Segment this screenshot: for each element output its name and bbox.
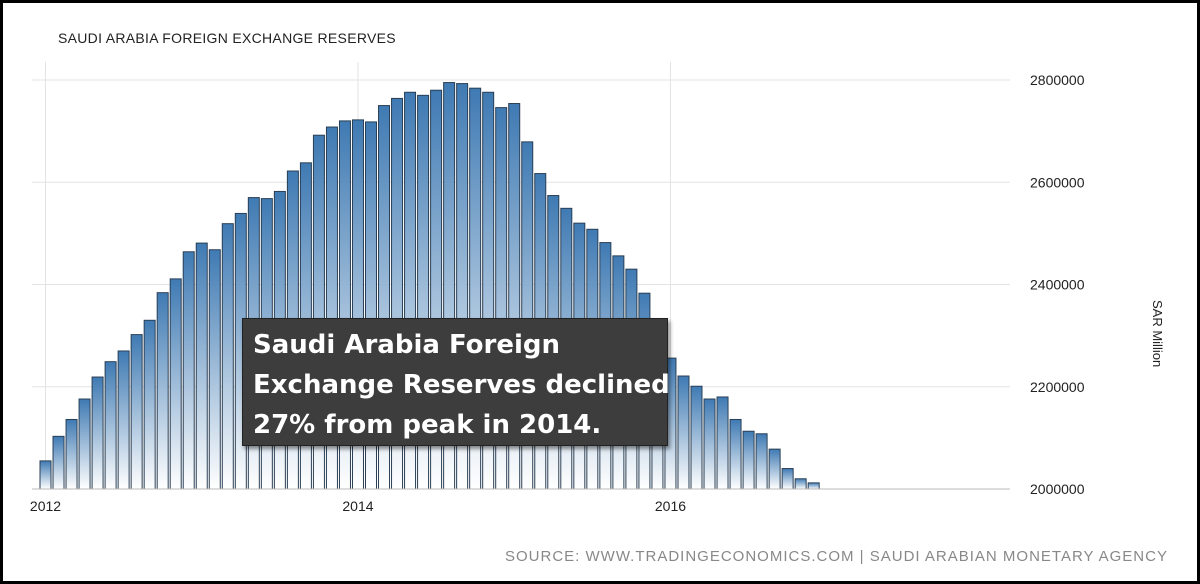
- bar: [195, 242, 208, 490]
- bar: [78, 398, 91, 490]
- bar: [781, 468, 794, 490]
- source-credit: SOURCE: WWW.TRADINGECONOMICS.COM | SAUDI…: [505, 548, 1168, 565]
- chart-title: SAUDI ARABIA FOREIGN EXCHANGE RESERVES: [58, 30, 396, 46]
- bar: [208, 249, 221, 490]
- x-tick-label: 2014: [342, 498, 373, 514]
- y-tick-labels: 2000000 2200000 2400000 2600000 2800000: [1030, 72, 1085, 497]
- bar: [794, 478, 807, 490]
- bar: [130, 334, 143, 490]
- bar: [169, 278, 182, 490]
- bar: [182, 251, 195, 490]
- bar: [221, 223, 234, 490]
- y-tick-label: 2000000: [1030, 481, 1085, 497]
- bar: [690, 385, 703, 490]
- bar: [39, 460, 52, 490]
- bar: [91, 376, 104, 490]
- y-axis-label: SAR Million: [1150, 300, 1165, 368]
- bar: [143, 319, 156, 490]
- bar: [755, 433, 768, 490]
- annotation-line: 27% from peak in 2014.: [253, 410, 602, 440]
- x-tick-label: 2012: [30, 498, 61, 514]
- bar: [52, 435, 65, 490]
- bar: [807, 482, 820, 490]
- bar: [742, 430, 755, 490]
- y-tick-label: 2600000: [1030, 174, 1085, 190]
- annotation-box: Saudi Arabia Foreign Exchange Reserves d…: [242, 318, 670, 446]
- annotation-line: Exchange Reserves declined: [253, 370, 670, 400]
- bar: [117, 350, 130, 490]
- y-tick-label: 2800000: [1030, 72, 1085, 88]
- bar: [703, 398, 716, 490]
- y-tick-label: 2200000: [1030, 379, 1085, 395]
- y-tick-label: 2400000: [1030, 277, 1085, 293]
- annotation-line: Saudi Arabia Foreign: [253, 330, 561, 360]
- x-tick-labels: 2012 2014 2016: [30, 498, 686, 514]
- bar: [768, 448, 781, 490]
- x-tick-label: 2016: [655, 498, 686, 514]
- bar: [104, 361, 117, 490]
- bar: [677, 375, 690, 490]
- bar: [716, 396, 729, 490]
- bar: [156, 292, 169, 490]
- bar: [729, 418, 742, 490]
- bar: [65, 418, 78, 490]
